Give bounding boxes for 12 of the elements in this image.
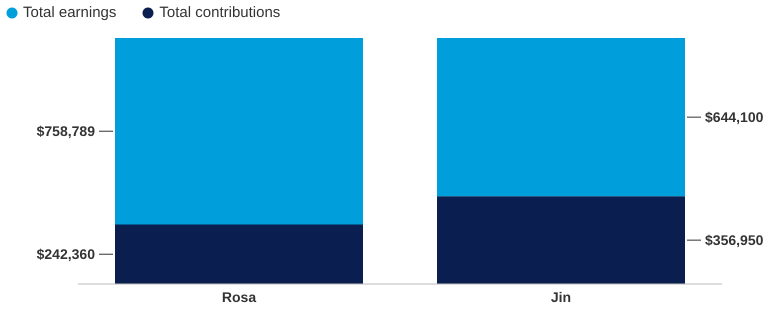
legend-label: Total contributions [159, 4, 280, 21]
bar [115, 38, 363, 224]
bar [437, 38, 685, 196]
bar [115, 224, 363, 284]
data-label: $758,789 [36, 123, 96, 140]
data-label: $356,950 [705, 232, 764, 248]
data-label: $242,360 [36, 246, 96, 262]
x-tick-label: Jin [550, 288, 572, 305]
x-tick-label: Rosa [222, 288, 256, 305]
legend-label: Total earnings [23, 4, 116, 21]
bar [437, 196, 685, 284]
data-label: $644,100 [705, 109, 764, 126]
